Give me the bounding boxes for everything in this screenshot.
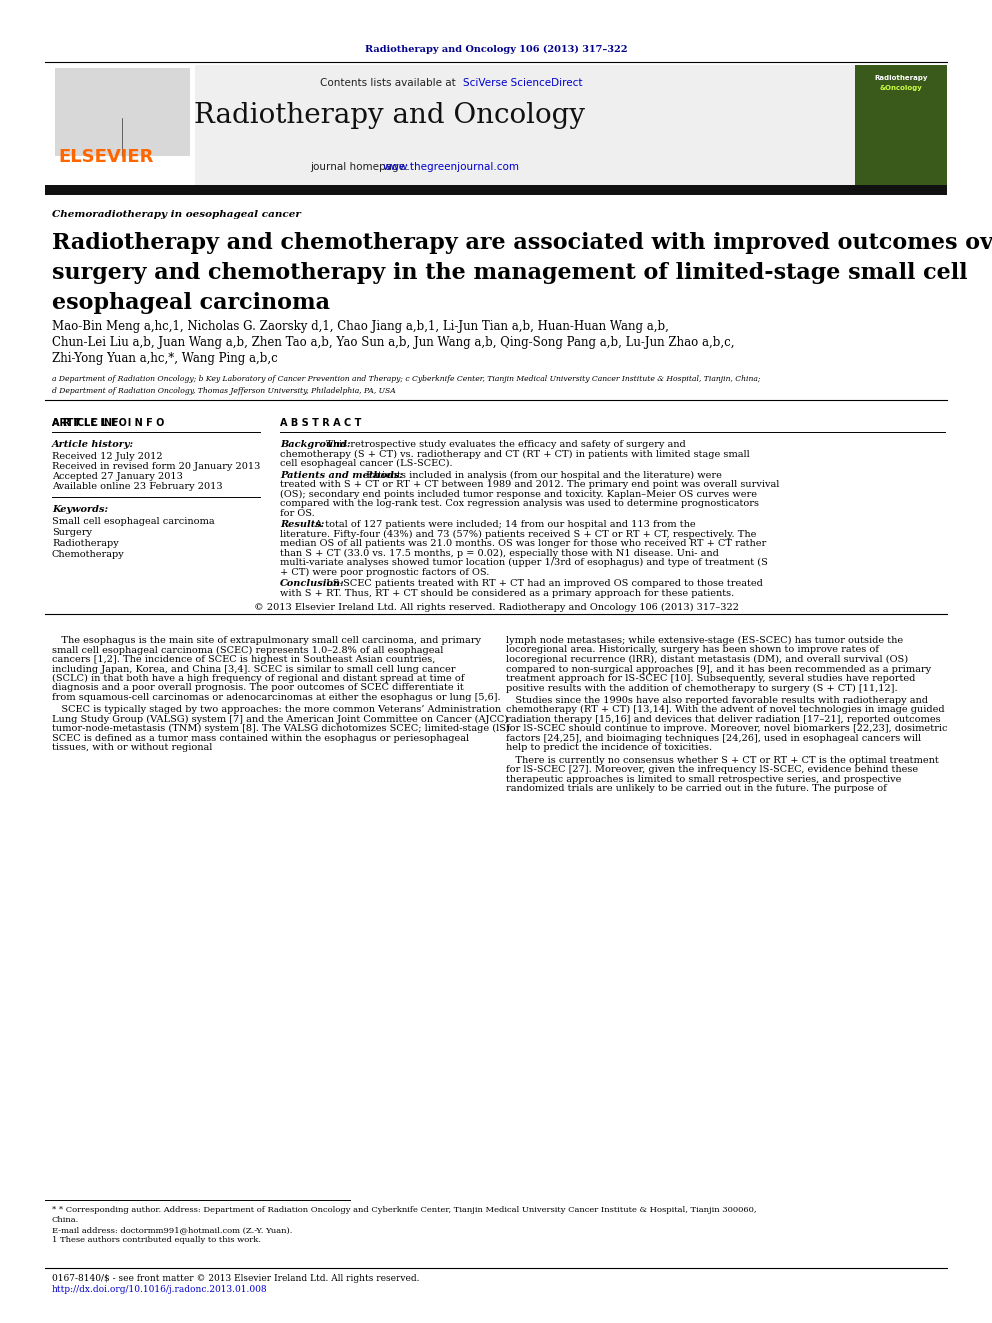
Text: LS-SCEC patients treated with RT + CT had an improved OS compared to those treat: LS-SCEC patients treated with RT + CT ha… [323, 579, 763, 587]
Text: help to predict the incidence of toxicities.: help to predict the incidence of toxicit… [506, 744, 712, 753]
Text: Patients and methods:: Patients and methods: [280, 471, 403, 479]
Text: Radiotherapy and Oncology: Radiotherapy and Oncology [194, 102, 585, 130]
Text: http://dx.doi.org/10.1016/j.radonc.2013.01.008: http://dx.doi.org/10.1016/j.radonc.2013.… [52, 1285, 268, 1294]
Text: Studies since the 1990s have also reported favorable results with radiotherapy a: Studies since the 1990s have also report… [506, 696, 928, 705]
Text: Chun-Lei Liu a,b, Juan Wang a,b, Zhen Tao a,b, Yao Sun a,b, Jun Wang a,b, Qing-S: Chun-Lei Liu a,b, Juan Wang a,b, Zhen Ta… [52, 336, 734, 349]
Text: randomized trials are unlikely to be carried out in the future. The purpose of: randomized trials are unlikely to be car… [506, 785, 887, 794]
Bar [55, 67, 190, 156]
Text: Radiotherapy: Radiotherapy [52, 538, 119, 548]
Text: Accepted 27 January 2013: Accepted 27 January 2013 [52, 472, 183, 482]
Text: for OS.: for OS. [280, 508, 314, 517]
Text: www.thegreenjournal.com: www.thegreenjournal.com [383, 161, 520, 172]
Text: than S + CT (33.0 vs. 17.5 months, p = 0.02), especially those with N1 disease. : than S + CT (33.0 vs. 17.5 months, p = 0… [280, 549, 719, 557]
Text: Patients included in analysis (from our hospital and the literature) were: Patients included in analysis (from our … [363, 471, 722, 480]
Text: from squamous-cell carcinomas or adenocarcinomas at either the esophagus or lung: from squamous-cell carcinomas or adenoca… [52, 693, 501, 703]
Text: Available online 23 February 2013: Available online 23 February 2013 [52, 482, 222, 491]
Text: surgery and chemotherapy in the management of limited-stage small cell: surgery and chemotherapy in the manageme… [52, 262, 967, 284]
Text: 1 These authors contributed equally to this work.: 1 These authors contributed equally to t… [52, 1236, 261, 1244]
Text: chemotherapy (RT + CT) [13,14]. With the advent of novel technologies in image g: chemotherapy (RT + CT) [13,14]. With the… [506, 705, 944, 714]
Text: lymph node metastases; while extensive-stage (ES-SCEC) has tumor outside the: lymph node metastases; while extensive-s… [506, 636, 903, 646]
Text: * * Corresponding author. Address: Department of Radiation Oncology and Cyberkni: * * Corresponding author. Address: Depar… [52, 1207, 757, 1215]
Text: Contents lists available at: Contents lists available at [320, 78, 459, 89]
Text: Chemoradiotherapy in oesophageal cancer: Chemoradiotherapy in oesophageal cancer [52, 210, 301, 220]
Text: cancers [1,2]. The incidence of SCEC is highest in Southeast Asian countries,: cancers [1,2]. The incidence of SCEC is … [52, 655, 435, 664]
Text: Article history:: Article history: [52, 441, 134, 448]
Text: ARTICLE INFO: ARTICLE INFO [52, 418, 127, 429]
Text: ELSEVIER: ELSEVIER [58, 148, 154, 165]
Text: factors [24,25], and bioimaging techniques [24,26], used in esophageal cancers w: factors [24,25], and bioimaging techniqu… [506, 734, 922, 742]
Text: + CT) were poor prognostic factors of OS.: + CT) were poor prognostic factors of OS… [280, 568, 489, 577]
Text: treatment approach for lS-SCEC [10]. Subsequently, several studies have reported: treatment approach for lS-SCEC [10]. Sub… [506, 673, 916, 683]
Text: A B S T R A C T: A B S T R A C T [280, 418, 361, 429]
Text: multi-variate analyses showed tumor location (upper 1/3rd of esophagus) and type: multi-variate analyses showed tumor loca… [280, 558, 768, 568]
Text: Background:: Background: [280, 441, 350, 448]
Text: Radiotherapy and Oncology 106 (2013) 317–322: Radiotherapy and Oncology 106 (2013) 317… [365, 45, 627, 54]
Text: China.: China. [52, 1216, 79, 1224]
Text: journal homepage:: journal homepage: [310, 161, 412, 172]
Text: median OS of all patients was 21.0 months. OS was longer for those who received : median OS of all patients was 21.0 month… [280, 538, 766, 548]
Bar [45, 185, 947, 194]
Text: Lung Study Group (VALSG) system [7] and the American Joint Committee on Cancer (: Lung Study Group (VALSG) system [7] and … [52, 714, 508, 724]
Text: positive results with the addition of chemotherapy to surgery (S + CT) [11,12].: positive results with the addition of ch… [506, 684, 898, 693]
Text: tissues, with or without regional: tissues, with or without regional [52, 744, 212, 753]
Text: small cell esophageal carcinoma (SCEC) represents 1.0–2.8% of all esophageal: small cell esophageal carcinoma (SCEC) r… [52, 646, 443, 655]
Text: SCEC is typically staged by two approaches: the more common Veterans’ Administra: SCEC is typically staged by two approach… [52, 705, 501, 714]
Text: Keywords:: Keywords: [52, 505, 108, 515]
Text: therapeutic approaches is limited to small retrospective series, and prospective: therapeutic approaches is limited to sma… [506, 775, 902, 783]
Text: A total of 127 patients were included; 14 from our hospital and 113 from the: A total of 127 patients were included; 1… [311, 520, 695, 529]
Text: A R T I C L E   I N F O: A R T I C L E I N F O [52, 418, 165, 429]
Text: (OS); secondary end points included tumor response and toxicity. Kaplan–Meier OS: (OS); secondary end points included tumo… [280, 490, 757, 499]
Text: for lS-SCEC [27]. Moreover, given the infrequency lS-SCEC, evidence behind these: for lS-SCEC [27]. Moreover, given the in… [506, 765, 919, 774]
Text: Chemotherapy: Chemotherapy [52, 550, 125, 560]
Text: chemotherapy (S + CT) vs. radiotherapy and CT (RT + CT) in patients with limited: chemotherapy (S + CT) vs. radiotherapy a… [280, 450, 750, 459]
Text: diagnosis and a poor overall prognosis. The poor outcomes of SCEC differentiate : diagnosis and a poor overall prognosis. … [52, 684, 463, 692]
Text: radiation therapy [15,16] and devices that deliver radiation [17–21], reported o: radiation therapy [15,16] and devices th… [506, 714, 940, 724]
Text: cell esophageal cancer (LS-SCEC).: cell esophageal cancer (LS-SCEC). [280, 459, 452, 468]
Text: © 2013 Elsevier Ireland Ltd. All rights reserved. Radiotherapy and Oncology 106 : © 2013 Elsevier Ireland Ltd. All rights … [254, 603, 738, 613]
Text: Surgery: Surgery [52, 528, 92, 537]
Text: Small cell esophageal carcinoma: Small cell esophageal carcinoma [52, 517, 214, 527]
Text: d Department of Radiation Oncology, Thomas Jefferson University, Philadelphia, P: d Department of Radiation Oncology, Thom… [52, 388, 396, 396]
Text: treated with S + CT or RT + CT between 1989 and 2012. The primary end point was : treated with S + CT or RT + CT between 1… [280, 480, 780, 490]
Text: compared with the log-rank test. Cox regression analysis was used to determine p: compared with the log-rank test. Cox reg… [280, 499, 759, 508]
Text: This retrospective study evaluates the efficacy and safety of surgery and: This retrospective study evaluates the e… [323, 441, 686, 448]
Text: esophageal carcinoma: esophageal carcinoma [52, 292, 330, 314]
Text: a Department of Radiation Oncology; b Key Laboratory of Cancer Prevention and Th: a Department of Radiation Oncology; b Ke… [52, 374, 761, 382]
Text: Radiotherapy: Radiotherapy [874, 75, 928, 81]
Text: The esophagus is the main site of extrapulmonary small cell carcinoma, and prima: The esophagus is the main site of extrap… [52, 636, 481, 646]
Text: SCEC is defined as a tumor mass contained within the esophagus or periesophageal: SCEC is defined as a tumor mass containe… [52, 734, 469, 742]
Text: literature. Fifty-four (43%) and 73 (57%) patients received S + CT or RT + CT, r: literature. Fifty-four (43%) and 73 (57%… [280, 529, 756, 538]
Text: Radiotherapy and chemotherapy are associated with improved outcomes over: Radiotherapy and chemotherapy are associ… [52, 232, 992, 254]
Text: E-mail address: doctormm991@hotmail.com (Z.-Y. Yuan).: E-mail address: doctormm991@hotmail.com … [52, 1226, 293, 1234]
Text: locoregional recurrence (lRR), distant metastasis (DM), and overall survival (OS: locoregional recurrence (lRR), distant m… [506, 655, 908, 664]
Text: including Japan, Korea, and China [3,4]. SCEC is similar to small cell lung canc: including Japan, Korea, and China [3,4].… [52, 664, 455, 673]
Text: Received in revised form 20 January 2013: Received in revised form 20 January 2013 [52, 462, 260, 471]
Bar [855, 65, 947, 185]
Text: with S + RT. Thus, RT + CT should be considered as a primary approach for these : with S + RT. Thus, RT + CT should be con… [280, 589, 734, 598]
Bar [195, 65, 855, 185]
Text: There is currently no consensus whether S + CT or RT + CT is the optimal treatme: There is currently no consensus whether … [506, 755, 938, 765]
Text: for lS-SCEC should continue to improve. Moreover, novel biomarkers [22,23], dosi: for lS-SCEC should continue to improve. … [506, 725, 947, 733]
Bar [45, 65, 195, 185]
Text: tumor-node-metastasis (TNM) system [8]. The VALSG dichotomizes SCEC; limited-sta: tumor-node-metastasis (TNM) system [8]. … [52, 725, 510, 733]
Text: SciVerse ScienceDirect: SciVerse ScienceDirect [463, 78, 582, 89]
Text: (SCLC) in that both have a high frequency of regional and distant spread at time: (SCLC) in that both have a high frequenc… [52, 673, 464, 683]
Text: Results:: Results: [280, 520, 324, 529]
Text: Conclusion:: Conclusion: [280, 579, 345, 587]
Text: Zhi-Yong Yuan a,hc,*, Wang Ping a,b,c: Zhi-Yong Yuan a,hc,*, Wang Ping a,b,c [52, 352, 278, 365]
Text: &Oncology: &Oncology [880, 85, 923, 91]
Text: compared to non-surgical approaches [9], and it has been recommended as a primar: compared to non-surgical approaches [9],… [506, 664, 931, 673]
Text: 0167-8140/$ - see front matter © 2013 Elsevier Ireland Ltd. All rights reserved.: 0167-8140/$ - see front matter © 2013 El… [52, 1274, 420, 1283]
Text: locoregional area. Historically, surgery has been shown to improve rates of: locoregional area. Historically, surgery… [506, 646, 879, 655]
Text: Received 12 July 2012: Received 12 July 2012 [52, 452, 163, 460]
Text: Mao-Bin Meng a,hc,1, Nicholas G. Zaorsky d,1, Chao Jiang a,b,1, Li-Jun Tian a,b,: Mao-Bin Meng a,hc,1, Nicholas G. Zaorsky… [52, 320, 669, 333]
